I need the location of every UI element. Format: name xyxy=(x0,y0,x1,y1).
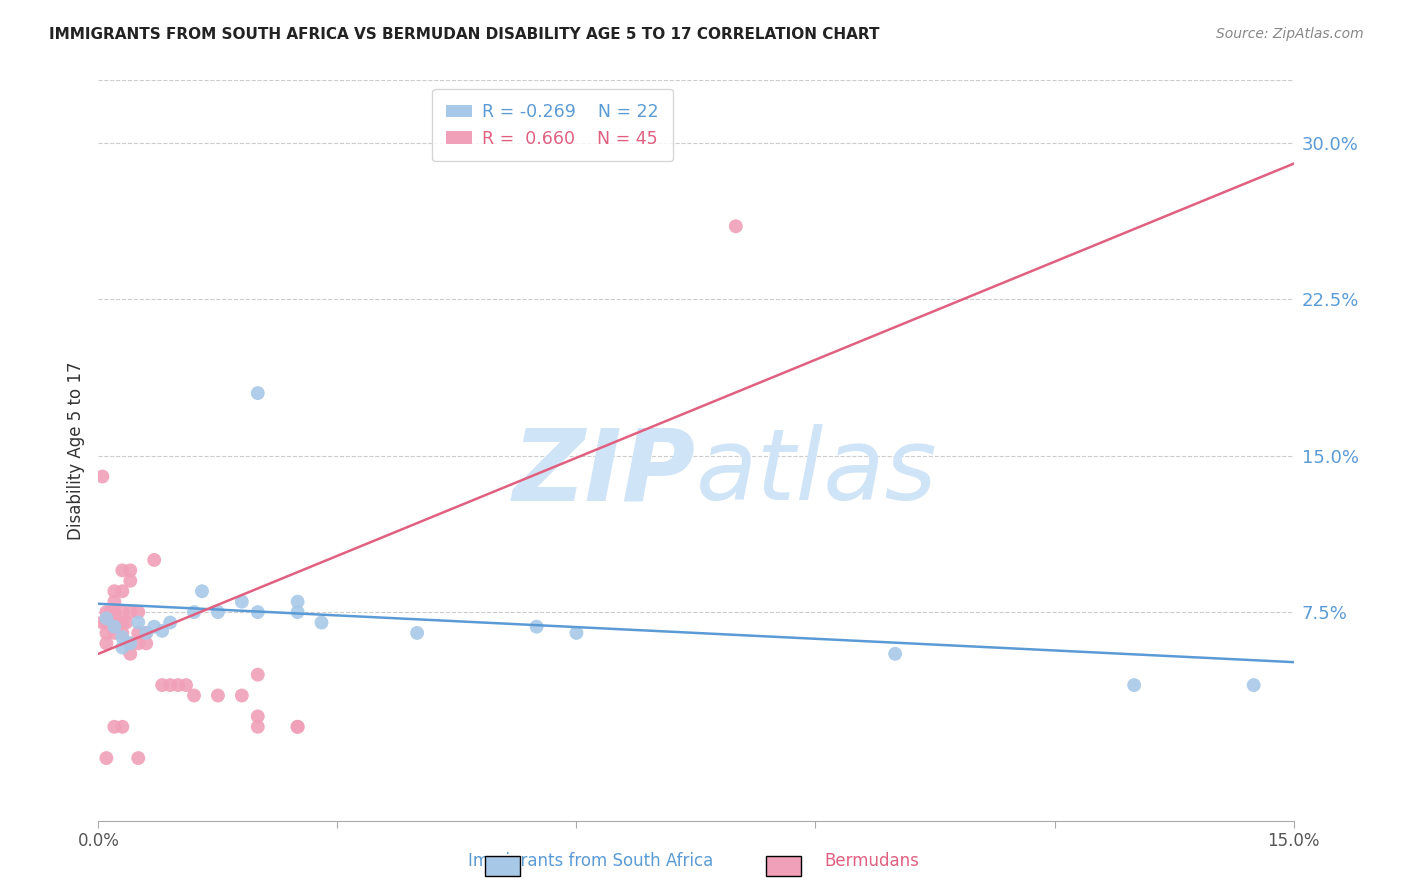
Point xyxy=(183,605,205,619)
Point xyxy=(127,605,149,619)
Point xyxy=(111,640,134,655)
Point xyxy=(159,615,181,630)
Point xyxy=(96,636,118,650)
Point xyxy=(120,647,142,661)
Point xyxy=(231,595,253,609)
Point xyxy=(111,605,134,619)
Text: Immigrants from South Africa: Immigrants from South Africa xyxy=(468,852,713,870)
Point xyxy=(127,636,149,650)
Point xyxy=(183,689,205,703)
Point xyxy=(287,720,309,734)
Point xyxy=(96,626,118,640)
Point xyxy=(103,620,125,634)
Point xyxy=(143,553,166,567)
Point xyxy=(111,630,134,644)
Point xyxy=(191,584,214,599)
Point xyxy=(120,563,142,577)
Text: atlas: atlas xyxy=(696,425,938,521)
Point xyxy=(120,636,142,650)
Legend: R = -0.269    N = 22, R =  0.660    N = 45: R = -0.269 N = 22, R = 0.660 N = 45 xyxy=(432,89,673,161)
Point xyxy=(174,678,197,692)
Point xyxy=(246,720,269,734)
Point xyxy=(96,615,118,630)
Point xyxy=(724,219,747,234)
Point xyxy=(207,605,229,619)
Point xyxy=(96,611,118,625)
Point xyxy=(120,574,142,588)
Point xyxy=(127,615,149,630)
Point xyxy=(103,615,125,630)
Point xyxy=(150,624,173,638)
Point xyxy=(1243,678,1265,692)
Point xyxy=(1123,678,1146,692)
Text: ZIP: ZIP xyxy=(513,425,696,521)
Point xyxy=(111,720,134,734)
Point xyxy=(111,584,134,599)
Point xyxy=(526,620,548,634)
Point xyxy=(231,689,253,703)
Point xyxy=(127,626,149,640)
Point xyxy=(103,720,125,734)
Point xyxy=(120,636,142,650)
Text: Bermudans: Bermudans xyxy=(824,852,920,870)
Point xyxy=(135,626,157,640)
Point xyxy=(103,626,125,640)
Point xyxy=(884,647,907,661)
Point xyxy=(135,636,157,650)
Point xyxy=(150,678,173,692)
Point xyxy=(406,626,429,640)
Point xyxy=(311,615,333,630)
Point xyxy=(246,386,269,401)
Point xyxy=(98,605,122,619)
Point xyxy=(143,620,166,634)
Point xyxy=(135,626,157,640)
Point xyxy=(103,595,125,609)
Point xyxy=(91,469,114,483)
Point xyxy=(287,720,309,734)
Point xyxy=(103,605,125,619)
Point xyxy=(96,605,118,619)
Point xyxy=(287,605,309,619)
Point xyxy=(565,626,588,640)
Y-axis label: Disability Age 5 to 17: Disability Age 5 to 17 xyxy=(66,361,84,540)
Point xyxy=(127,751,149,765)
Text: IMMIGRANTS FROM SOUTH AFRICA VS BERMUDAN DISABILITY AGE 5 TO 17 CORRELATION CHAR: IMMIGRANTS FROM SOUTH AFRICA VS BERMUDAN… xyxy=(49,27,880,42)
Point xyxy=(103,584,125,599)
Point xyxy=(207,689,229,703)
Point xyxy=(107,615,129,630)
Point xyxy=(91,615,114,630)
Point xyxy=(111,563,134,577)
Point xyxy=(167,678,190,692)
Point xyxy=(246,709,269,723)
Point xyxy=(120,605,142,619)
Point xyxy=(96,751,118,765)
Point xyxy=(287,595,309,609)
Point xyxy=(115,615,138,630)
Point xyxy=(111,626,134,640)
Point xyxy=(246,605,269,619)
Point xyxy=(246,667,269,681)
Point xyxy=(111,615,134,630)
Text: Source: ZipAtlas.com: Source: ZipAtlas.com xyxy=(1216,27,1364,41)
Point xyxy=(159,678,181,692)
